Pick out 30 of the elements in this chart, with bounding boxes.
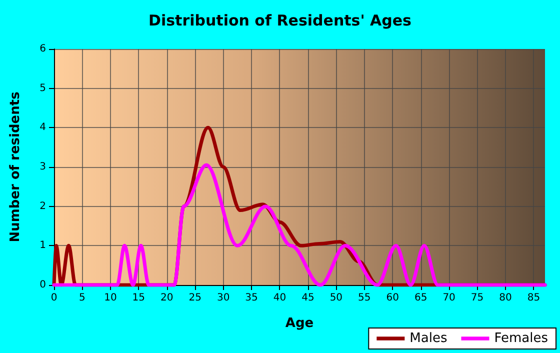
y-tick-label: 2 (40, 200, 46, 212)
x-tick-label: 60 (386, 292, 399, 304)
x-tick-label: 75 (470, 292, 484, 304)
y-tick-label: 0 (40, 280, 46, 290)
x-tick-label: 70 (442, 292, 456, 304)
y-tick-label: 5 (40, 82, 46, 94)
x-tick-label: 80 (499, 292, 512, 304)
y-axis-title: Number of residents (8, 91, 23, 242)
x-tick-label: 20 (160, 292, 174, 304)
x-tick-label: 55 (358, 292, 371, 304)
y-tick-label: 4 (40, 122, 46, 134)
y-tick-label: 6 (40, 44, 46, 54)
x-tick-label: 50 (330, 292, 343, 304)
x-tick-label: 35 (245, 292, 258, 304)
legend-label: Males (410, 331, 448, 346)
x-tick-label: 5 (79, 292, 86, 304)
x-tick-label: 0 (50, 292, 58, 304)
x-tick-label: 65 (414, 292, 428, 304)
x-tick-label: 15 (132, 292, 146, 304)
x-axis-title: Age (285, 316, 314, 331)
x-tick-label: 85 (527, 292, 540, 304)
legend-label: Females (494, 331, 548, 346)
x-tick-label: 40 (273, 292, 286, 304)
x-tick-label: 25 (188, 292, 202, 304)
y-tick-label: 3 (40, 162, 46, 172)
x-tick-label: 10 (104, 292, 117, 304)
chart-title: Distribution of Residents' Ages (148, 12, 412, 30)
x-tick-label: 45 (302, 292, 314, 304)
x-tick-label: 30 (216, 292, 230, 304)
y-tick-label: 1 (40, 240, 46, 252)
